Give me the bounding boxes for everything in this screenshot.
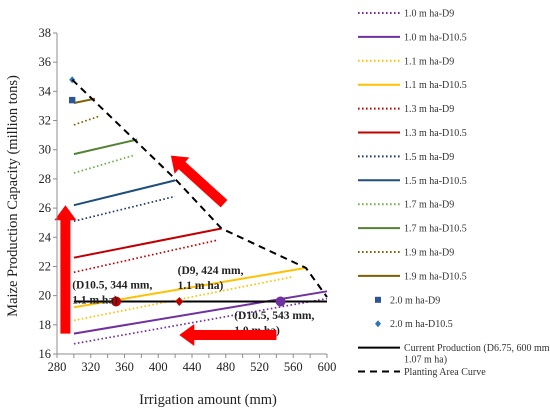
annotation-label: (D10.5, 344 mm, xyxy=(72,279,152,291)
x-tick-label: 280 xyxy=(48,360,67,374)
legend-label-planting-area-curve: Planting Area Curve xyxy=(404,367,486,378)
series-1-9-m-ha-d9-line xyxy=(74,116,99,125)
y-tick-label: 22 xyxy=(39,259,52,273)
highlight-point xyxy=(175,297,183,306)
y-tick-label: 38 xyxy=(39,26,52,40)
legend-marker-2-0-m-ha-d9 xyxy=(375,297,381,303)
plot-area: (D9, 424 mm, 1.1 m ha) (D10.5, 344 mm, 1.1 … xyxy=(54,76,327,346)
legend-label-1-1-m-ha-d10-5: 1.1 m ha-D10.5 xyxy=(404,80,467,91)
y-tick-label: 26 xyxy=(39,201,52,215)
legend-label-1-9-m-ha-d9: 1.9 m ha-D9 xyxy=(404,248,454,259)
y-tick-label: 16 xyxy=(39,347,52,361)
legend-label-1-7-m-ha-d10-5: 1.7 m ha-D10.5 xyxy=(404,224,467,235)
legend-label-1-3-m-ha-d9: 1.3 m ha-D9 xyxy=(404,104,454,115)
x-tick-label: 480 xyxy=(216,360,235,374)
x-tick-label: 520 xyxy=(250,360,269,374)
y-tick-label: 34 xyxy=(39,84,52,98)
series-1-7-m-ha-d10-5-line xyxy=(74,140,137,155)
y-tick-label: 24 xyxy=(39,230,52,244)
legend-label-2-0-m-ha-d10-5: 2.0 m ha-D10.5 xyxy=(390,319,453,330)
series-1-5-m-ha-d10-5-line xyxy=(74,180,175,205)
legend-label-1-5-m-ha-d9: 1.5 m ha-D9 xyxy=(404,152,454,163)
annotation-label: 1.1 m ha) xyxy=(178,280,224,292)
y-axis-title: Maize Production Capacity (million tons) xyxy=(5,75,21,317)
legend-label-1-1-m-ha-d9: 1.1 m ha-D9 xyxy=(404,56,454,67)
y-tick-label: 32 xyxy=(39,114,52,128)
annotation-label: 1.1 m ha) xyxy=(72,294,118,306)
x-axis-title: Irrigation amount (mm) xyxy=(139,392,277,408)
y-tick-label: 18 xyxy=(39,318,52,332)
legend-label-1-0-m-ha-d9: 1.0 m ha-D9 xyxy=(404,9,454,20)
y-tick-label: 36 xyxy=(39,55,52,69)
red-arrow xyxy=(171,156,228,208)
red-arrow xyxy=(54,205,76,333)
series-2-0-m-ha-d9-point xyxy=(69,97,75,103)
x-tick-label: 440 xyxy=(183,360,202,374)
x-tick-label: 560 xyxy=(284,360,303,374)
y-tick-label: 28 xyxy=(39,172,52,186)
legend-label-current-production-d6-75-600-mm-1-07-m-ha-cont: 1.07 m ha) xyxy=(404,355,447,366)
x-tick-label: 320 xyxy=(81,360,100,374)
y-tick-label: 20 xyxy=(39,289,52,303)
series-1-5-m-ha-d9-line xyxy=(74,196,175,221)
series-1-3-m-ha-d10-5-line xyxy=(74,229,222,258)
legend-label-1-3-m-ha-d10-5: 1.3 m ha-D10.5 xyxy=(404,128,467,139)
legend-label-current-production-d6-75-600-mm-1-07-m-ha: Current Production (D6.75, 600 mm, xyxy=(404,343,550,354)
legend-label-1-9-m-ha-d10-5: 1.9 m ha-D10.5 xyxy=(404,271,467,282)
legend-label-1-0-m-ha-d10-5: 1.0 m ha-D10.5 xyxy=(404,32,467,43)
annotation-label: (D9, 424 mm, xyxy=(178,265,244,277)
legend-marker-2-0-m-ha-d10-5 xyxy=(375,320,381,327)
legend-label-1-7-m-ha-d9: 1.7 m ha-D9 xyxy=(404,200,454,211)
annotation-label: (D10.5, 543 mm, xyxy=(234,310,314,322)
legend-label-2-0-m-ha-d9: 2.0 m ha-D9 xyxy=(390,295,440,306)
x-tick-label: 600 xyxy=(318,360,337,374)
x-tick-label: 360 xyxy=(115,360,134,374)
highlight-point xyxy=(276,296,286,306)
series-1-7-m-ha-d9-line xyxy=(74,156,133,174)
x-tick-label: 400 xyxy=(149,360,168,374)
legend: 1.0 m ha-D9 1.0 m ha-D10.5 1.1 m ha-D9 1.1 … xyxy=(358,9,550,379)
legend-label-1-5-m-ha-d10-5: 1.5 m ha-D10.5 xyxy=(404,176,467,187)
y-tick-label: 30 xyxy=(39,143,52,157)
